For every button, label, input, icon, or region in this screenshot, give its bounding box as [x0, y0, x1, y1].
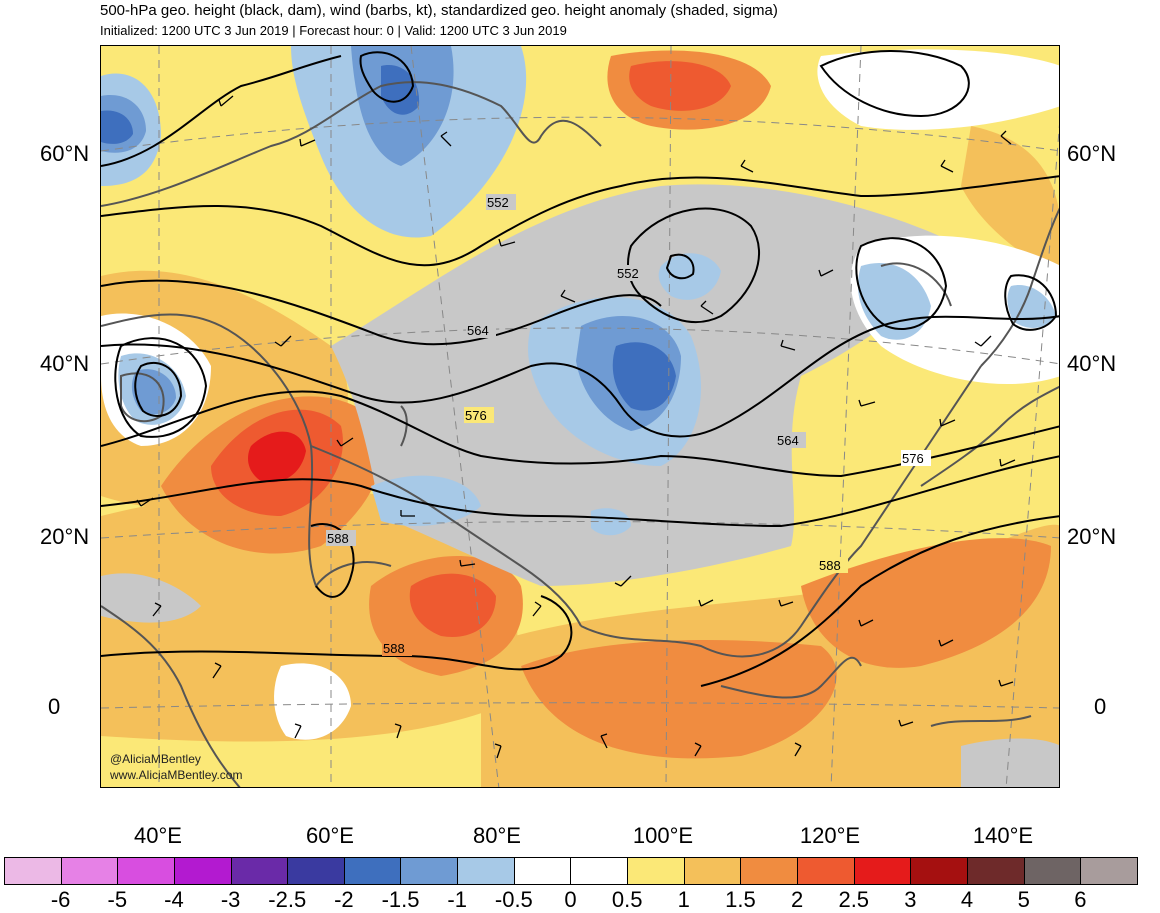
lat-label-left: 0 [48, 694, 61, 719]
colorbar-swatch [1080, 857, 1138, 885]
colorbar-tick-label: -2 [334, 887, 354, 912]
colorbar-swatch [627, 857, 685, 885]
anomaly-negative-region [857, 262, 931, 340]
height-contours [101, 50, 1059, 687]
lat-label-right: 40°N [1067, 351, 1117, 376]
lat-label-left: 60°N [40, 141, 90, 166]
colorbar-tick-label: -2.5 [268, 887, 307, 912]
map-panel: 552 552 564 564 576 576 588 588 588 [100, 45, 1060, 788]
colorbar-tick-label: -4 [164, 887, 184, 912]
colorbar-swatch [853, 857, 912, 885]
contour-label: 576 [902, 451, 924, 466]
contour-label: 564 [777, 433, 799, 448]
colorbar-tick-label: 6 [1074, 887, 1087, 912]
colorbar-tick-label: 2.5 [838, 887, 870, 912]
colorbar-tick-label: -1.5 [381, 887, 420, 912]
anomaly-positive-region [961, 126, 1059, 275]
lon-label: 120°E [799, 823, 861, 848]
lon-label: 40°E [134, 823, 182, 848]
chart-subtitle: Initialized: 1200 UTC 3 Jun 2019 | Forec… [100, 23, 567, 38]
colorbar-swatch [173, 857, 232, 885]
anomaly-positive-region [801, 538, 1051, 668]
colorbar-tick-label: 1 [677, 887, 690, 912]
lon-label: 60°E [306, 823, 354, 848]
colorbar-swatch [966, 857, 1025, 885]
colorbar-swatch [683, 857, 742, 885]
colorbar-swatch [796, 857, 855, 885]
anomaly-positive-region [629, 61, 731, 111]
anomaly-negative-region [371, 475, 481, 526]
colorbar-swatch [740, 857, 798, 885]
colorbar-swatch [287, 857, 345, 885]
colorbar-swatch [343, 857, 402, 885]
weather-map: 552 552 564 564 576 576 588 588 588 [101, 46, 1059, 787]
anomaly-positive-region [521, 640, 837, 759]
contour-label: 588 [819, 558, 841, 573]
colorbar-swatch [1023, 857, 1082, 885]
lat-label-right: 0 [1094, 694, 1107, 719]
contour-label: 564 [467, 323, 489, 338]
lon-label: 140°E [972, 823, 1034, 848]
credit-handle: @AliciaMBentley [110, 752, 201, 766]
colorbar-tick-label: 4 [960, 887, 974, 912]
contour-label: 588 [327, 531, 349, 546]
colorbar-tick-label: -1 [447, 887, 467, 912]
colorbar-swatch [910, 857, 968, 885]
colorbar-tick-label: 0 [564, 887, 577, 912]
colorbar-tick-label: -3 [220, 887, 241, 912]
colorbar-swatch [60, 857, 119, 885]
contour-label: 552 [487, 195, 509, 210]
chart-title: 500-hPa geo. height (black, dam), wind (… [100, 2, 778, 19]
anomaly-neutral-region [961, 738, 1059, 787]
anomaly-negative-core [612, 342, 676, 411]
colorbar-tick-label: 2 [790, 887, 804, 912]
colorbar-tick-label: 1.5 [725, 887, 756, 912]
colorbar [4, 857, 1138, 885]
colorbar-swatch [117, 857, 175, 885]
lat-label-left: 40°N [40, 351, 90, 376]
anomaly-negative-region [131, 369, 176, 415]
colorbar-swatch [230, 857, 289, 885]
land-outline [101, 81, 1059, 787]
lat-label-left: 20°N [40, 524, 90, 549]
contour-label: 576 [465, 408, 487, 423]
anomaly-neutral-region [101, 573, 201, 623]
lat-label-right: 60°N [1067, 141, 1117, 166]
colorbar-tick-label: -6 [50, 887, 71, 912]
colorbar-tick-label: 0.5 [611, 887, 643, 912]
contour-label-group: 552 552 564 564 576 576 588 588 588 [326, 194, 931, 656]
colorbar-swatch [4, 857, 62, 885]
colorbar-tick-label: -0.5 [494, 887, 533, 912]
colorbar-swatch [457, 857, 515, 885]
anomaly-neutral-region [817, 49, 1059, 130]
lat-label-right: 20°N [1067, 524, 1117, 549]
colorbar-swatch [513, 857, 572, 885]
colorbar-tick-label: -5 [107, 887, 128, 912]
colorbar-tick-label: 5 [1017, 887, 1030, 912]
anomaly-positive-region [409, 573, 496, 637]
anomaly-neutral-region [274, 663, 351, 740]
anomaly-positive-core [248, 431, 306, 483]
contour-label: 552 [617, 266, 639, 281]
anomaly-negative-core [101, 110, 133, 144]
colorbar-swatch [400, 857, 459, 885]
anomaly-positive-region [101, 489, 518, 742]
contour-label: 588 [383, 641, 405, 656]
colorbar-swatch [570, 857, 629, 885]
lon-label: 80°E [473, 823, 521, 848]
credit-site: www.AliciaMBentley.com [110, 768, 243, 782]
lon-label: 100°E [632, 823, 694, 848]
colorbar-tick-label: 3 [904, 887, 917, 912]
wind-barbs [136, 95, 1016, 759]
